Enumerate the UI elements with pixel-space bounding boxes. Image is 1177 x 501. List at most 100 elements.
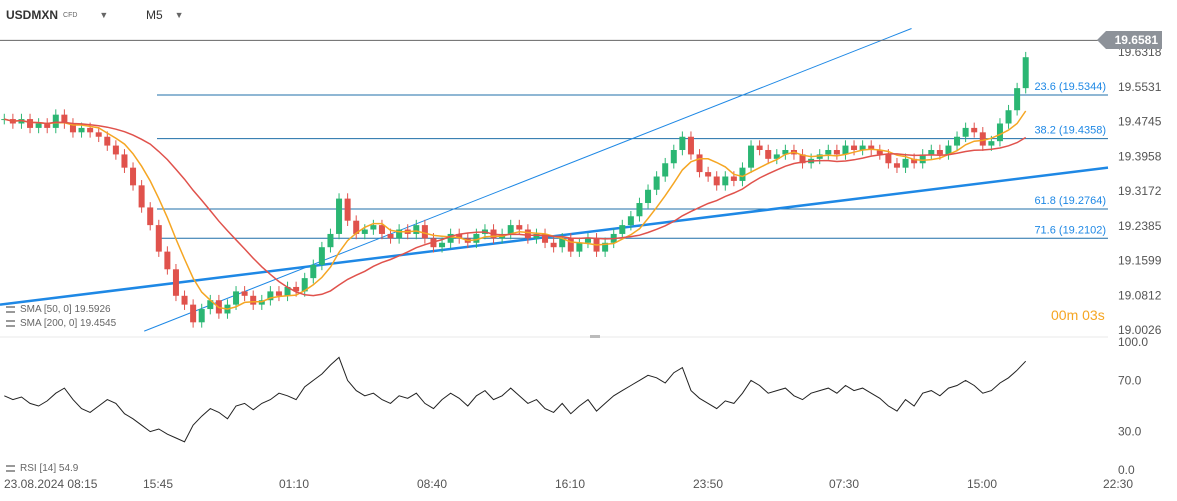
candle-body [842,145,849,155]
rsi-legend[interactable]: RSI [14] 54.9 [6,463,78,474]
candle-body [919,154,926,164]
fib-level-label: 61.8 (19.2764) [1034,195,1106,207]
candle-body [773,154,780,159]
candle-body [147,207,154,226]
candle-body [765,149,772,159]
price-tick-label: 19.4745 [1118,115,1162,129]
candle-body [825,149,832,155]
candle-body [198,309,205,323]
candle-body [52,114,59,128]
candle-body [705,172,712,177]
candle-body [602,242,609,252]
symbol-selector[interactable]: USDMXN CFD ▼ [6,8,108,22]
candle-body [267,291,274,301]
candle-body [207,300,214,310]
candle-body [310,264,317,279]
candle-body [636,203,643,217]
fib-level-label: 38.2 (19.4358) [1034,125,1106,137]
candle-body [542,233,549,243]
candle-body [653,176,660,190]
candle-body [868,145,875,150]
candle-body [945,145,952,155]
candle-body [293,286,300,292]
candle-body [378,225,385,234]
candle-body [662,163,669,177]
candle-body [456,233,463,239]
price-tick-label: 19.0812 [1118,288,1162,302]
candle-body [190,304,197,323]
candle-body [851,145,858,150]
candle-body [859,145,866,150]
timeframe-selector[interactable]: M5 ▼ [146,8,184,22]
time-tick-label: 22:30 [1103,477,1133,491]
rsi-tick-label: 0.0 [1118,463,1135,477]
candle-body [95,132,102,137]
time-tick-label: 07:30 [829,477,859,491]
candle-body [550,242,557,248]
price-tick-label: 19.3172 [1118,184,1162,198]
candle-body [722,176,729,186]
candle-body [327,233,334,248]
time-tick-label: 15:45 [143,477,173,491]
candle-body [988,141,995,146]
rsi-tick-label: 30.0 [1118,425,1142,439]
sma50-legend[interactable]: SMA [50, 0] 19.5926 [6,304,111,315]
timer-seconds-unit: s [1097,307,1105,323]
candle-body [35,123,42,128]
menu-icon [6,465,15,472]
candle-body [730,176,737,181]
timer-minutes-unit: m [1066,307,1079,323]
price-tick-label: 19.3958 [1118,149,1162,163]
candle-body [121,154,128,168]
candle-body [902,158,909,168]
candle-body [911,158,918,164]
candle-body [284,286,291,296]
candle-body [233,291,240,305]
candle-body [413,225,420,234]
candle-body [979,132,986,146]
candle-body [370,225,377,230]
candle-body [533,233,540,239]
candle-body [421,225,428,239]
candle-body [679,136,686,150]
candle-body [567,238,574,252]
timeframe-label: M5 [146,8,163,22]
candle-body [344,198,351,221]
symbol-name: USDMXN [6,8,59,22]
candle-body [756,145,763,150]
candle-body [396,229,403,239]
candle-body [748,145,755,168]
price-tick-label: 19.2385 [1118,219,1162,233]
price-tick-label: 19.5531 [1118,80,1162,94]
candle-body [1014,88,1021,111]
candle-body [584,238,591,243]
candle-body [336,198,343,234]
menu-icon [6,320,15,327]
sma200-line [4,118,1027,297]
fib-level-label: 23.6 (19.5344) [1034,81,1106,93]
candle-body [439,242,446,248]
rsi-line [4,356,1027,443]
rsi-tick-label: 70.0 [1118,373,1142,387]
time-tick-label: 15:00 [967,477,997,491]
candle-body [1005,110,1012,124]
sma200-legend[interactable]: SMA [200, 0] 19.4545 [6,318,116,329]
candle-body [250,295,257,305]
candle-body [645,189,652,204]
candle-body [739,167,746,181]
candle-body [516,225,523,230]
timer-seconds: 03 [1082,307,1098,323]
last-price-tag: 19.6581 [1097,31,1162,49]
rsi-tick-label: 100.0 [1118,335,1148,349]
panel-resize-handle[interactable] [590,335,600,338]
candle-body [893,163,900,168]
price-tick-label: 19.0026 [1118,323,1162,337]
candle-body [885,154,892,164]
chevron-down-icon: ▼ [99,10,109,20]
candle-body [576,242,583,252]
candle-body [524,229,531,239]
candle-body [713,176,720,186]
candle-body [181,295,188,305]
candle-body [69,123,76,133]
